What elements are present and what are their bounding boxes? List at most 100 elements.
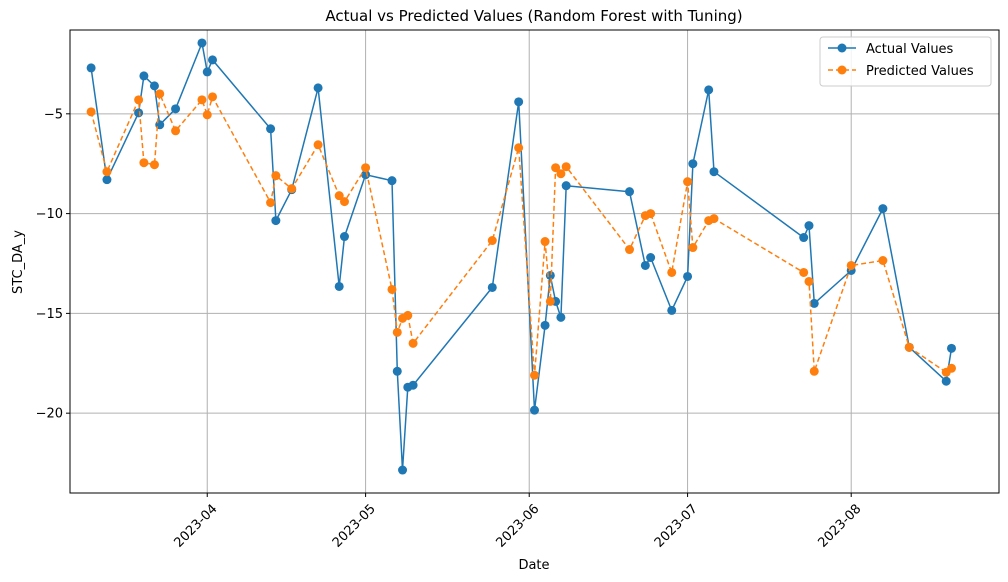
- legend-predicted-label: Predicted Values: [866, 64, 974, 79]
- data-point-predicted: [171, 126, 181, 136]
- data-point-actual: [408, 380, 418, 390]
- data-point-predicted: [804, 276, 814, 286]
- data-point-actual: [941, 376, 951, 386]
- data-point-predicted: [540, 237, 550, 247]
- data-point-predicted: [667, 267, 677, 277]
- chart-title: Actual vs Predicted Values (Random Fores…: [325, 7, 742, 25]
- data-point-actual: [266, 124, 276, 134]
- data-point-predicted: [361, 163, 371, 173]
- x-axis-label: Date: [518, 558, 549, 573]
- data-point-actual: [271, 216, 281, 226]
- data-point-actual: [139, 71, 149, 81]
- data-point-actual: [86, 63, 96, 73]
- plot-frame: [69, 29, 1000, 494]
- data-point-predicted: [266, 198, 276, 208]
- legend-predicted-marker: [837, 65, 847, 75]
- data-point-actual: [667, 305, 677, 315]
- data-point-predicted: [403, 310, 413, 320]
- data-point-predicted: [551, 163, 561, 173]
- data-point-predicted: [339, 197, 349, 207]
- data-point-actual: [514, 97, 524, 107]
- data-point-predicted: [387, 284, 397, 294]
- y-tick-label: −15: [36, 307, 63, 322]
- y-tick-label: −20: [36, 407, 63, 422]
- data-point-predicted: [683, 177, 693, 187]
- data-point-predicted: [392, 327, 402, 337]
- y-axis: −20 −15 −10 −5: [36, 107, 70, 422]
- data-point-actual: [149, 81, 159, 91]
- data-point-actual: [487, 282, 497, 292]
- data-point-predicted: [625, 245, 635, 255]
- data-point-actual: [392, 366, 402, 376]
- data-point-predicted: [139, 158, 149, 168]
- data-point-predicted: [846, 260, 856, 270]
- data-point-predicted: [208, 92, 218, 102]
- data-point-predicted: [709, 214, 719, 224]
- data-point-predicted: [149, 160, 159, 170]
- data-point-predicted: [514, 143, 524, 153]
- data-point-actual: [646, 253, 656, 263]
- data-point-predicted: [334, 191, 344, 201]
- data-point-predicted: [946, 363, 956, 373]
- series-layer: [86, 38, 956, 475]
- y-tick-label: −10: [36, 207, 63, 222]
- data-point-actual: [878, 204, 888, 214]
- data-point-predicted: [904, 342, 914, 352]
- data-point-actual: [804, 221, 814, 231]
- data-point-actual: [540, 320, 550, 330]
- legend: Actual Values Predicted Values: [819, 36, 992, 87]
- data-point-actual: [202, 67, 212, 77]
- data-point-actual: [683, 271, 693, 281]
- legend-actual-label: Actual Values: [866, 42, 954, 57]
- data-point-actual: [334, 281, 344, 291]
- data-point-predicted: [86, 107, 96, 117]
- data-point-predicted: [487, 236, 497, 246]
- data-point-predicted: [545, 296, 555, 306]
- data-point-actual: [640, 260, 650, 270]
- data-point-actual: [530, 405, 539, 415]
- data-point-actual: [102, 175, 112, 185]
- data-point-actual: [134, 108, 144, 118]
- data-point-actual: [799, 233, 809, 243]
- data-point-actual: [561, 181, 571, 191]
- data-point-actual: [387, 176, 397, 186]
- data-point-actual: [809, 298, 819, 308]
- data-point-actual: [197, 38, 207, 48]
- data-point-predicted: [287, 184, 297, 194]
- data-point-predicted: [134, 95, 144, 105]
- data-point-predicted: [197, 95, 207, 105]
- data-point-actual: [688, 159, 698, 169]
- data-point-actual: [398, 465, 408, 475]
- legend-box: [819, 36, 992, 87]
- data-point-actual: [704, 85, 714, 95]
- y-axis-label: STC_DA_y: [11, 230, 26, 294]
- data-point-actual: [171, 104, 181, 114]
- data-point-predicted: [556, 169, 566, 179]
- series-line-actual: [90, 42, 953, 471]
- data-point-predicted: [102, 167, 112, 177]
- data-point-predicted: [202, 110, 212, 120]
- data-point-predicted: [809, 366, 819, 376]
- legend-actual-marker: [837, 43, 847, 53]
- data-point-actual: [709, 167, 719, 177]
- data-point-predicted: [799, 267, 809, 277]
- data-point-actual: [556, 312, 566, 322]
- data-point-predicted: [688, 243, 698, 253]
- data-point-predicted: [408, 338, 418, 348]
- data-point-predicted: [561, 162, 571, 172]
- data-point-actual: [625, 187, 635, 197]
- data-point-actual: [208, 55, 218, 65]
- data-point-predicted: [530, 370, 539, 380]
- data-point-actual: [339, 232, 349, 242]
- data-point-predicted: [646, 209, 656, 219]
- data-point-actual: [946, 343, 956, 353]
- data-point-predicted: [313, 140, 323, 150]
- y-tick-label: −5: [44, 107, 63, 122]
- data-point-actual: [361, 170, 371, 180]
- data-point-actual: [313, 83, 323, 93]
- data-point-predicted: [271, 171, 281, 181]
- data-point-predicted: [878, 256, 888, 266]
- data-point-predicted: [155, 89, 165, 99]
